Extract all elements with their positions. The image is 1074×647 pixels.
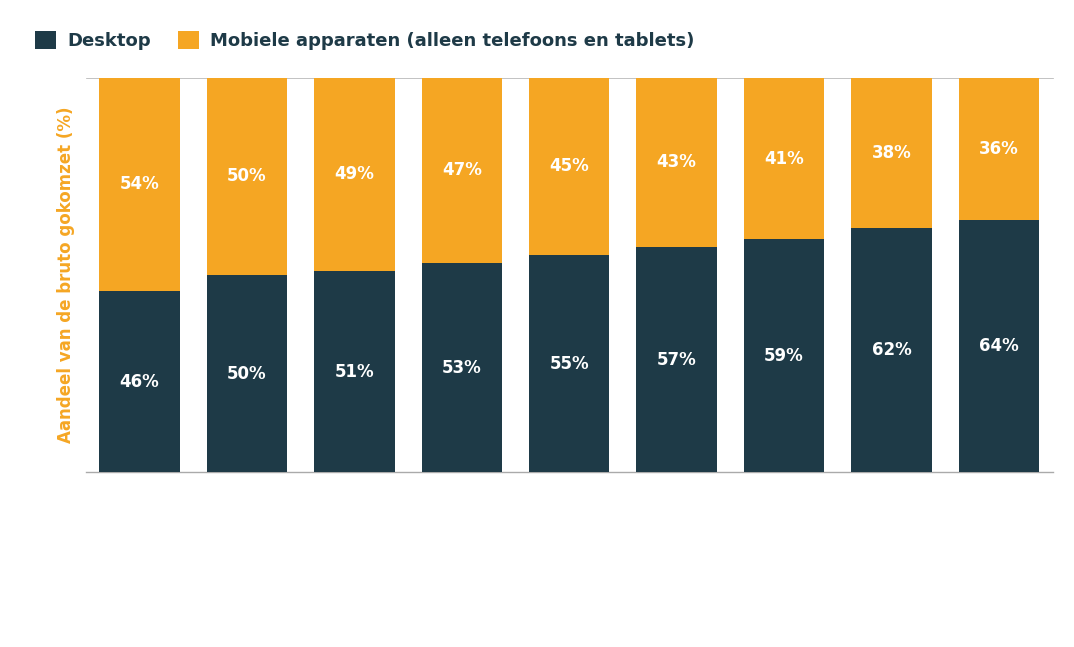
- Text: 51%: 51%: [335, 363, 374, 380]
- Text: 50%: 50%: [228, 365, 266, 382]
- Text: 55%: 55%: [550, 355, 589, 373]
- Bar: [636, 247, 717, 472]
- Text: 59%: 59%: [764, 347, 804, 365]
- Bar: [851, 78, 931, 228]
- Bar: [99, 78, 179, 291]
- Bar: [958, 220, 1040, 472]
- Bar: [636, 78, 717, 247]
- Text: 45%: 45%: [549, 157, 590, 175]
- Bar: [851, 228, 931, 472]
- Bar: [958, 78, 1040, 220]
- Bar: [314, 271, 395, 472]
- Y-axis label: Aandeel van de bruto gokomzet (%): Aandeel van de bruto gokomzet (%): [57, 107, 75, 443]
- Bar: [99, 291, 179, 472]
- Bar: [528, 255, 609, 472]
- Text: 47%: 47%: [441, 161, 482, 179]
- Bar: [528, 78, 609, 255]
- Text: 64%: 64%: [978, 337, 1019, 355]
- Bar: [421, 263, 502, 472]
- Text: 41%: 41%: [764, 149, 804, 168]
- Bar: [314, 78, 395, 271]
- Bar: [421, 78, 502, 263]
- Bar: [206, 275, 288, 472]
- Text: 54%: 54%: [119, 175, 160, 193]
- Text: 62%: 62%: [871, 341, 912, 359]
- Bar: [206, 78, 288, 275]
- Text: 43%: 43%: [656, 153, 697, 171]
- Text: 57%: 57%: [656, 351, 697, 369]
- Text: 36%: 36%: [978, 140, 1019, 158]
- Text: 38%: 38%: [871, 144, 912, 162]
- Bar: [743, 239, 825, 472]
- Bar: [743, 78, 825, 239]
- Text: 53%: 53%: [441, 358, 482, 377]
- Text: 50%: 50%: [228, 168, 266, 185]
- Legend: Desktop, Mobiele apparaten (alleen telefoons en tablets): Desktop, Mobiele apparaten (alleen telef…: [27, 23, 701, 58]
- Text: 46%: 46%: [119, 373, 160, 391]
- Text: 49%: 49%: [334, 166, 375, 183]
